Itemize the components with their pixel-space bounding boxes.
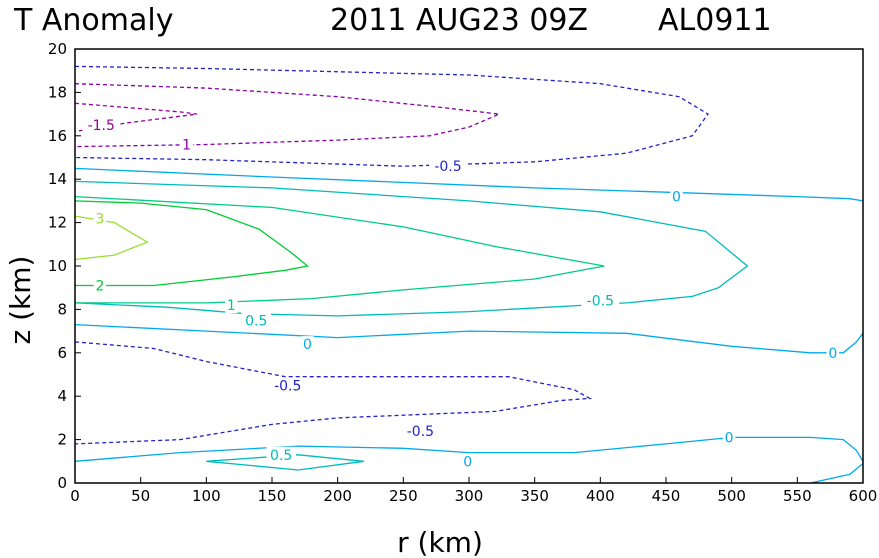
contour-label: 0 [303,337,312,353]
y-tick-label: 4 [57,387,67,405]
contour-label-bg [401,422,440,439]
y-tick-label: 0 [57,474,67,492]
contour-label: 1 [227,298,236,314]
y-tick-label: 14 [48,170,67,188]
contour-label-bg [93,277,107,294]
x-ticks: 0 50 100 150 200 250 300 350 400 450 500 550 600 [70,477,877,505]
contour-label-bg [93,210,107,227]
contour-label-bg [268,377,307,394]
contour-label-bg [581,292,620,309]
contour-label: 0 [828,346,837,362]
y-tick-label: 6 [57,344,67,362]
x-tick-label: 400 [586,487,615,505]
contour-label: 0 [672,190,681,206]
contour-line [74,200,309,287]
contour-label: 0 [725,430,734,446]
contour-label-bg [722,429,736,446]
contour-line [74,341,593,445]
y-tick-label: 20 [48,40,67,58]
contour-line [74,195,605,304]
contour-labels: -1.5 1 -0.5 0 -0.5 0.5 1 2 3 0 0 -0.5 -0.5 0 0 0.5 [82,116,840,470]
contour-label-bg [826,344,840,361]
x-tick-label: 0 [70,487,80,505]
contour-lines [74,65,864,484]
x-tick-label: 150 [258,487,287,505]
y-tick-label: 10 [48,257,67,275]
contour-line [74,167,864,202]
y-tick-label: 2 [57,431,67,449]
y-tick-label: 12 [48,214,67,232]
y-tick-label: 18 [48,83,67,101]
contour-label-bg [82,116,121,133]
y-tick-label: 16 [48,127,67,145]
contour-label-bg [241,312,271,329]
contour-label: 2 [95,279,104,295]
contour-label: 0.5 [270,448,292,464]
x-axis-label: r (km) [397,526,483,558]
contour-label: -1.5 [88,118,115,134]
contour-line [810,462,864,484]
storm-id: AL0911 [658,3,772,38]
contour-line [74,323,864,354]
x-tick-label: 50 [131,487,150,505]
x-tick-label: 350 [520,487,549,505]
contour-label-bg [461,453,474,470]
contour-line [74,65,709,167]
x-tick-label: 200 [323,487,352,505]
contour-label: -0.5 [434,159,461,175]
contour-label: 3 [95,211,104,227]
contour-label: -0.5 [587,294,614,310]
x-tick-label: 550 [783,487,812,505]
y-ticks: 0 2 4 6 8 10 12 14 16 18 20 [48,40,81,492]
contour-label: 0 [463,454,472,470]
chart-date: 2011 AUG23 09Z [330,3,588,38]
contour-label-bg [670,188,683,205]
contour-label: -0.5 [407,424,434,440]
x-tick-label: 250 [389,487,418,505]
contour-label-bg [428,158,467,175]
contour-line [74,83,502,148]
x-tick-label: 600 [849,487,878,505]
x-tick-label: 500 [717,487,746,505]
contour-line [74,102,198,133]
contour-label-bg [266,446,296,463]
contour-label: 0.5 [245,313,267,329]
y-axis-label: z (km) [4,256,37,345]
contour-label: 1 [182,137,191,153]
y-tick-label: 8 [57,300,67,318]
x-tick-label: 300 [455,487,484,505]
contour-label-bg [180,136,193,153]
contour-label: -0.5 [274,378,301,394]
x-tick-label: 100 [192,487,221,505]
contour-label-bg [225,297,238,314]
chart-title: T Anomaly [13,3,173,38]
contour-label-bg [301,336,314,353]
x-tick-label: 450 [652,487,681,505]
contour-line [74,215,149,261]
